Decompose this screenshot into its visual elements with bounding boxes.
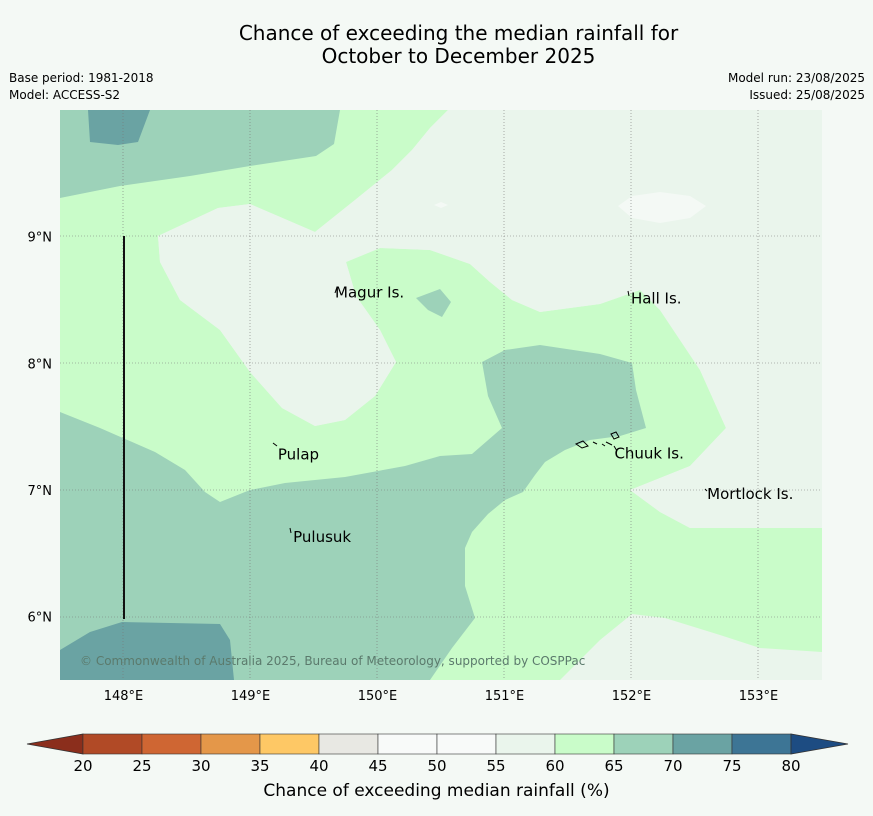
colorbar-box bbox=[731, 733, 792, 755]
place-label: Pulap bbox=[278, 446, 319, 464]
region-tiny-spot bbox=[434, 202, 448, 208]
longitude-tick-label: 149°E bbox=[231, 689, 271, 704]
colorbar-box bbox=[436, 733, 497, 755]
longitude-tick-label: 148°E bbox=[104, 689, 144, 704]
longitude-tick-label: 150°E bbox=[358, 689, 398, 704]
map-plot-area: Magur Is. Hall Is. Pulap Chuuk Is. Mortlock … bbox=[60, 110, 822, 680]
longitude-ticks: 148°E 149°E 150°E 151°E 152°E 153°E bbox=[104, 689, 779, 704]
colorbar-tick-labels: 20 25 30 35 40 45 50 55 60 65 70 75 80 bbox=[73, 757, 800, 775]
longitude-tick-label: 151°E bbox=[485, 689, 525, 704]
colorbar-box bbox=[554, 733, 615, 755]
colorbar-tick-label: 30 bbox=[191, 757, 210, 775]
title-line-1: Chance of exceeding the median rainfall … bbox=[238, 21, 679, 45]
colorbar-tick-label: 80 bbox=[781, 757, 800, 775]
place-label: Mortlock Is. bbox=[707, 485, 793, 503]
longitude-tick-label: 152°E bbox=[612, 689, 652, 704]
region-50-55-spot bbox=[618, 192, 706, 223]
copyright-notice: © Commonwealth of Australia 2025, Bureau… bbox=[80, 654, 585, 668]
colorbar-under-arrow bbox=[26, 733, 84, 755]
map-title: Chance of exceeding the median rainfall … bbox=[0, 22, 873, 68]
region-65-70-patch bbox=[416, 289, 451, 317]
latitude-tick-label: 8°N bbox=[28, 357, 53, 372]
place-label: Hall Is. bbox=[631, 290, 682, 308]
colorbar-box bbox=[259, 733, 320, 755]
colorbar-tick-label: 55 bbox=[486, 757, 505, 775]
island-magur bbox=[334, 286, 338, 294]
latitude-tick-label: 6°N bbox=[28, 611, 53, 626]
islands bbox=[272, 286, 708, 534]
region-55-60-se bbox=[560, 614, 822, 680]
region-70-75-nw bbox=[88, 110, 150, 145]
colorbar-tick-label: 35 bbox=[250, 757, 269, 775]
colorbar-box bbox=[495, 733, 556, 755]
colorbar-box bbox=[200, 733, 261, 755]
latitude-tick-label: 7°N bbox=[28, 484, 53, 499]
meta-left: Base period: 1981-2018 Model: ACCESS-S2 bbox=[9, 70, 154, 104]
place-label: Chuuk Is. bbox=[614, 444, 683, 462]
region-70-75-sw bbox=[60, 622, 234, 680]
place-label: Pulusuk bbox=[293, 528, 351, 546]
colorbar-box bbox=[672, 733, 733, 755]
colorbar-box bbox=[613, 733, 674, 755]
colorbar-box bbox=[318, 733, 379, 755]
colorbar-title: Chance of exceeding median rainfall (%) bbox=[263, 781, 610, 801]
island-pulap bbox=[272, 442, 278, 447]
colorbar-tick-label: 40 bbox=[309, 757, 328, 775]
colorbar-boxes bbox=[26, 733, 849, 755]
island-hall bbox=[627, 290, 630, 297]
island-chuuk bbox=[574, 431, 620, 452]
colorbar-tick-label: 70 bbox=[663, 757, 682, 775]
colorbar-box bbox=[377, 733, 438, 755]
longitude-tick-label: 153°E bbox=[739, 689, 779, 704]
latitude-ticks: 6°N 7°N 8°N 9°N bbox=[28, 231, 53, 626]
place-label: Magur Is. bbox=[335, 283, 404, 301]
island-mortlock bbox=[704, 488, 708, 492]
base-period: Base period: 1981-2018 bbox=[9, 71, 154, 85]
issued-date: Issued: 25/08/2025 bbox=[749, 88, 865, 102]
title-line-2: October to December 2025 bbox=[321, 44, 596, 68]
colorbar-tick-label: 45 bbox=[368, 757, 387, 775]
colorbar-tick-label: 50 bbox=[427, 757, 446, 775]
colorbar-tick-label: 25 bbox=[132, 757, 151, 775]
island-pulusuk bbox=[289, 527, 292, 534]
colorbar-tick-label: 65 bbox=[604, 757, 623, 775]
model-run: Model run: 23/08/2025 bbox=[727, 71, 865, 85]
colorbar-box bbox=[82, 733, 143, 755]
latitude-tick-label: 9°N bbox=[28, 231, 53, 246]
colorbar-tick-label: 75 bbox=[722, 757, 741, 775]
model-name: Model: ACCESS-S2 bbox=[9, 88, 121, 102]
colorbar-tick-label: 20 bbox=[73, 757, 92, 775]
meta-right: Model run: 23/08/2025 Issued: 25/08/2025 bbox=[728, 70, 865, 104]
region-65-70-south bbox=[60, 345, 646, 680]
place-labels: Magur Is. Hall Is. Pulap Chuuk Is. Mortlock … bbox=[278, 283, 793, 545]
colorbar-tick-label: 60 bbox=[545, 757, 564, 775]
colorbar-over-arrow bbox=[790, 733, 849, 755]
colorbar-box bbox=[141, 733, 202, 755]
